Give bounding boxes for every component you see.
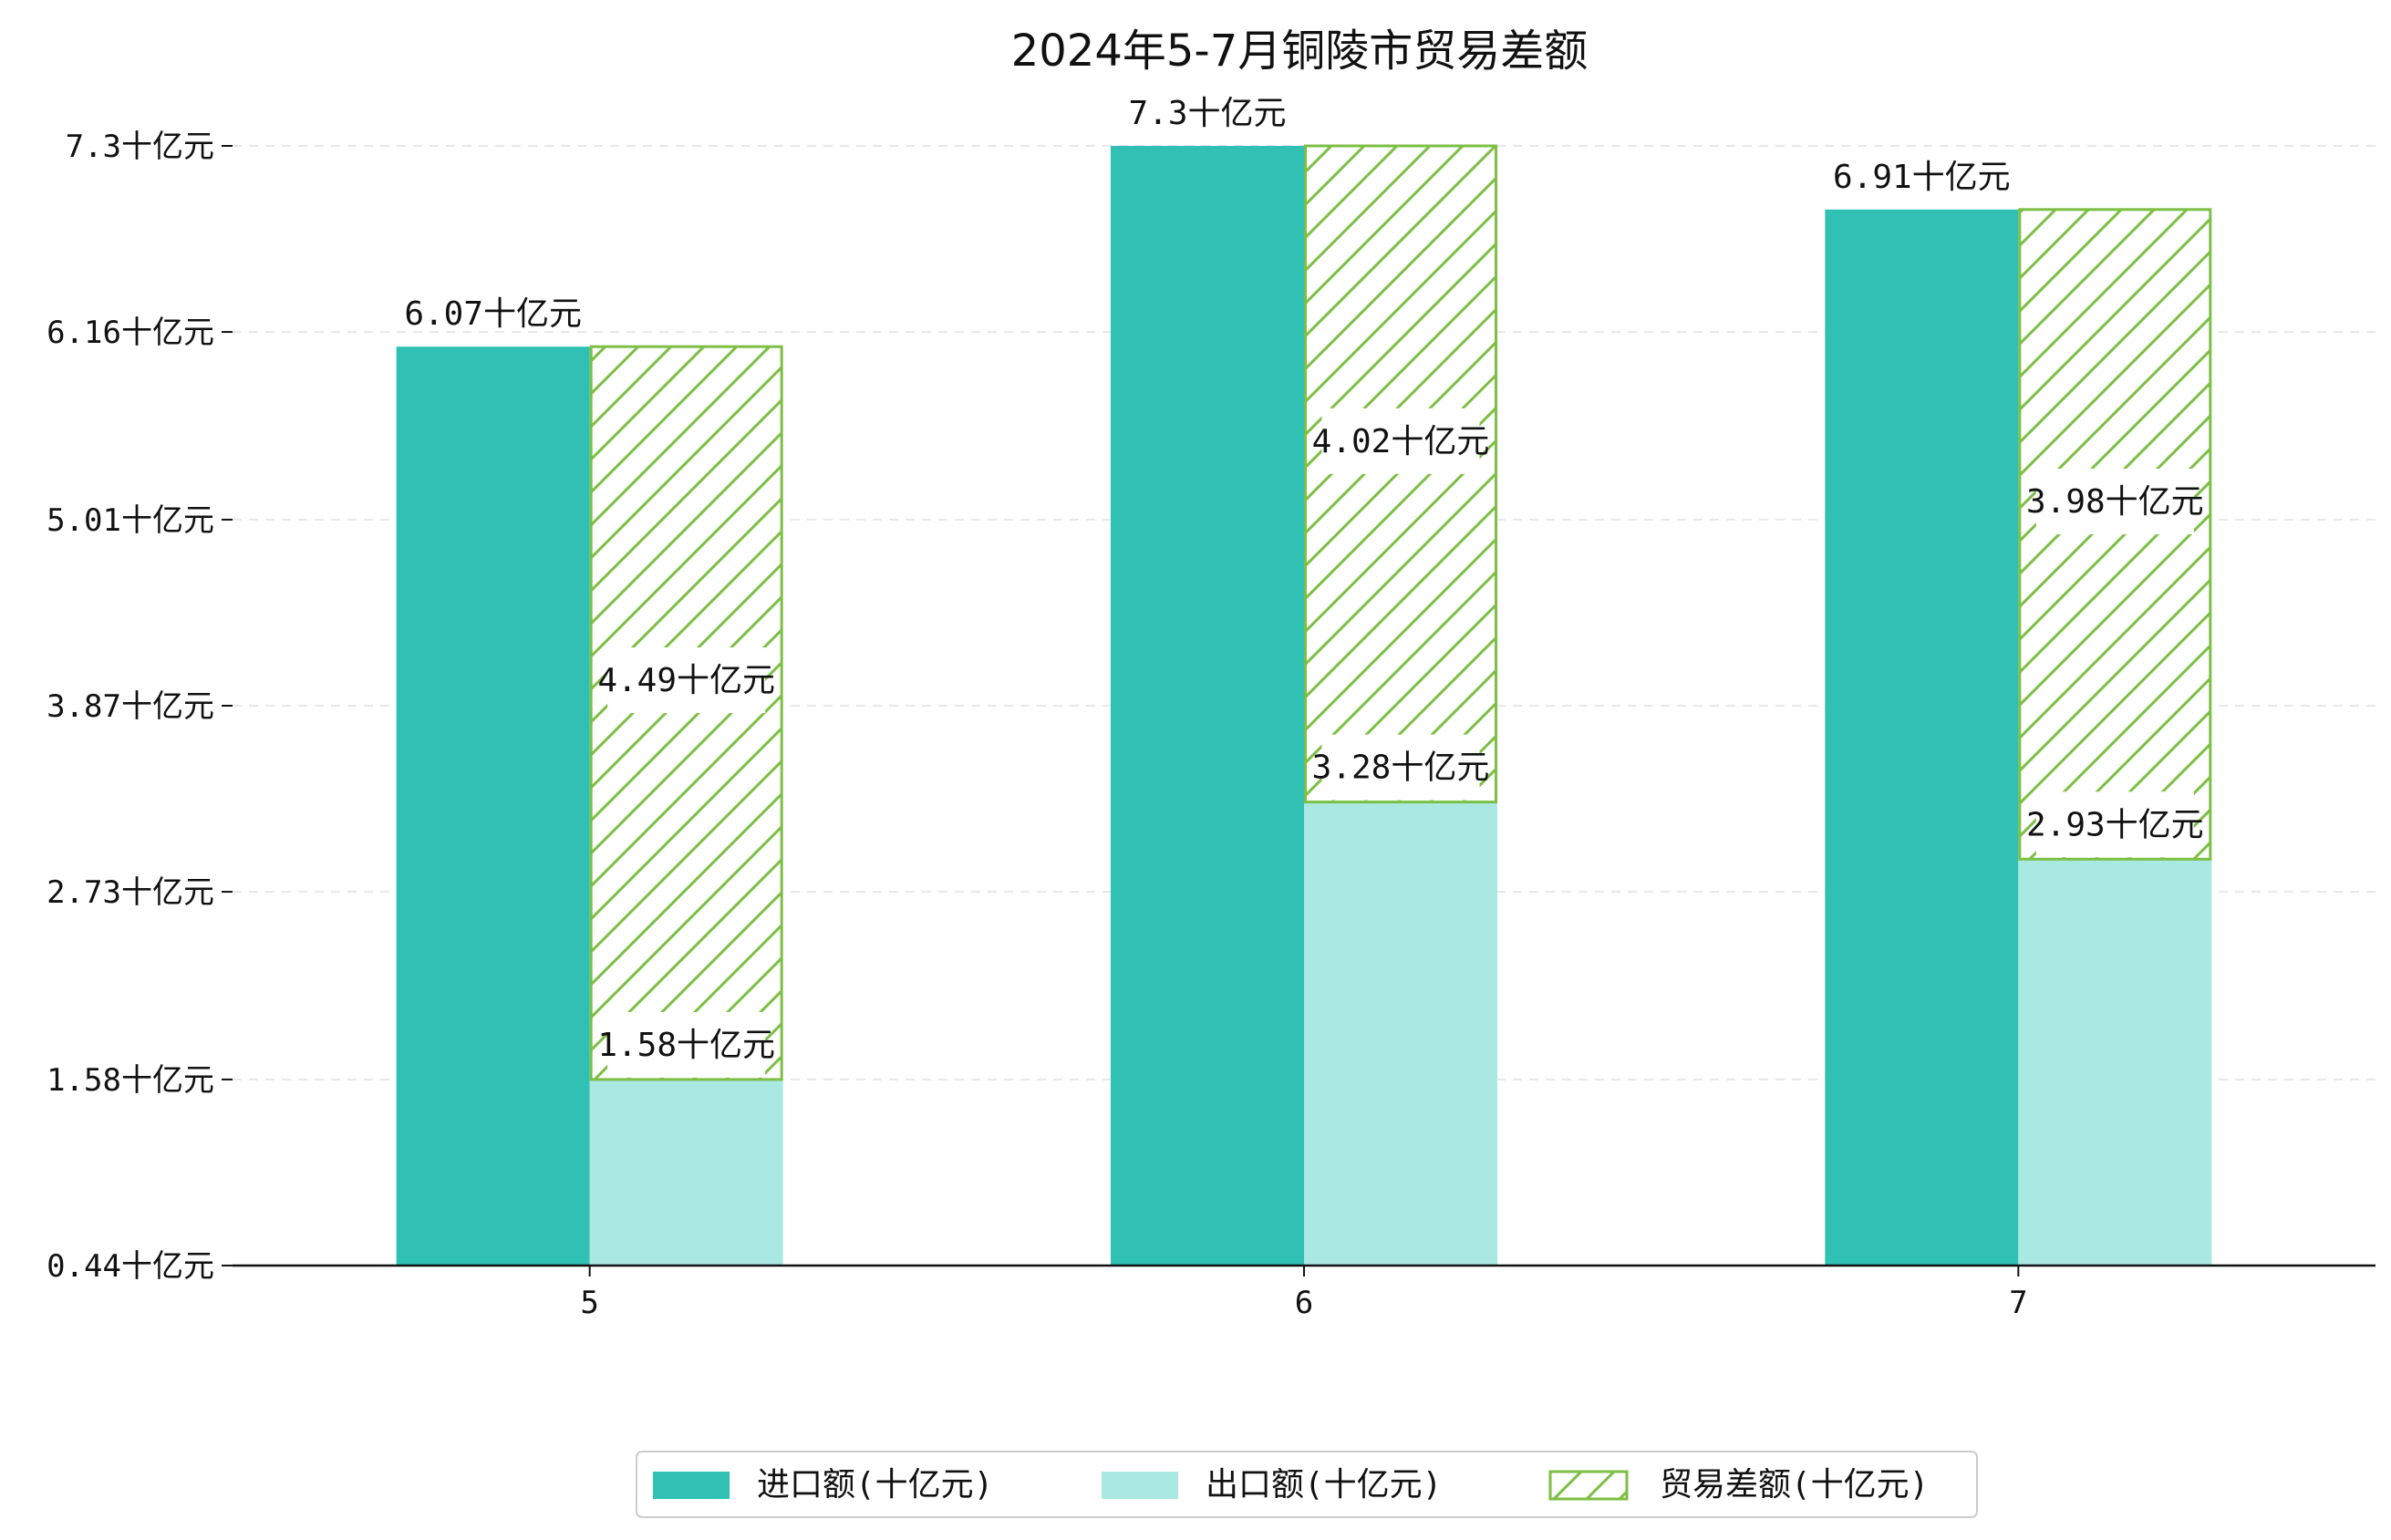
export-value-label-bg: [607, 1011, 766, 1078]
y-axis: 0.44十亿元 1.58十亿元 2.73十亿元 3.87十亿元 5.01十亿元 6.16十…: [47, 129, 233, 1285]
x-tick-label: 5: [580, 1285, 598, 1321]
balance-value-label: 4.02十亿元: [1312, 423, 1490, 460]
y-tick-label: 0.44十亿元: [47, 1248, 214, 1285]
balance-value-label: 4.49十亿元: [597, 662, 775, 699]
export-bar: [2018, 859, 2212, 1266]
import-bar: [1111, 146, 1304, 1266]
balance-value-label-bg: [1321, 408, 1480, 474]
legend-label-balance: 贸易差额(十亿元): [1660, 1466, 1929, 1504]
export-value-label: 3.28十亿元: [1312, 749, 1490, 787]
import-bar: [396, 346, 590, 1266]
legend-label-export: 出口额(十亿元): [1206, 1466, 1442, 1504]
y-tick-label: 5.01十亿元: [47, 502, 214, 539]
y-tick-label: 2.73十亿元: [47, 874, 214, 911]
data-labels: 6.07十亿元 1.58十亿元 4.49十亿元 7.3十亿元 3.28十亿元 4.02十亿…: [404, 95, 2204, 1078]
chart-title: 2024年5-7月铜陵市贸易差额: [1011, 26, 1589, 77]
export-value-label-bg: [2035, 791, 2194, 858]
y-tick-label: 1.58十亿元: [47, 1062, 214, 1099]
import-value-label: 6.91十亿元: [1833, 159, 2011, 196]
y-tick-label: 6.16十亿元: [47, 315, 214, 351]
import-value-label: 7.3十亿元: [1128, 95, 1286, 132]
legend-swatch-export: [1102, 1472, 1178, 1499]
legend-box: [636, 1451, 1978, 1518]
y-tick-label: 3.87十亿元: [47, 688, 214, 725]
export-value-label: 1.58十亿元: [597, 1027, 775, 1064]
x-tick-label: 6: [1295, 1285, 1313, 1321]
balance-value-label-bg: [607, 647, 766, 714]
balance-value-label: 3.98十亿元: [2026, 483, 2204, 521]
y-tick-label: 7.3十亿元: [66, 129, 214, 165]
export-value-label-bg: [1321, 734, 1480, 801]
x-axis: 5 6 7: [233, 1264, 2375, 1321]
import-bar: [1825, 209, 2019, 1266]
import-value-label: 6.07十亿元: [404, 295, 582, 333]
x-tick-label: 7: [2009, 1285, 2027, 1321]
export-value-label: 2.93十亿元: [2026, 806, 2204, 843]
balance-value-label-bg: [2035, 469, 2194, 535]
export-bar: [1304, 801, 1497, 1266]
legend-label-import: 进口额(十亿元): [757, 1466, 993, 1504]
legend: 进口额(十亿元) 出口额(十亿元) 贸易差额(十亿元): [636, 1451, 1978, 1518]
legend-swatch-import: [653, 1472, 730, 1499]
export-bar: [589, 1079, 783, 1266]
legend-swatch-balance: [1548, 1470, 1629, 1501]
